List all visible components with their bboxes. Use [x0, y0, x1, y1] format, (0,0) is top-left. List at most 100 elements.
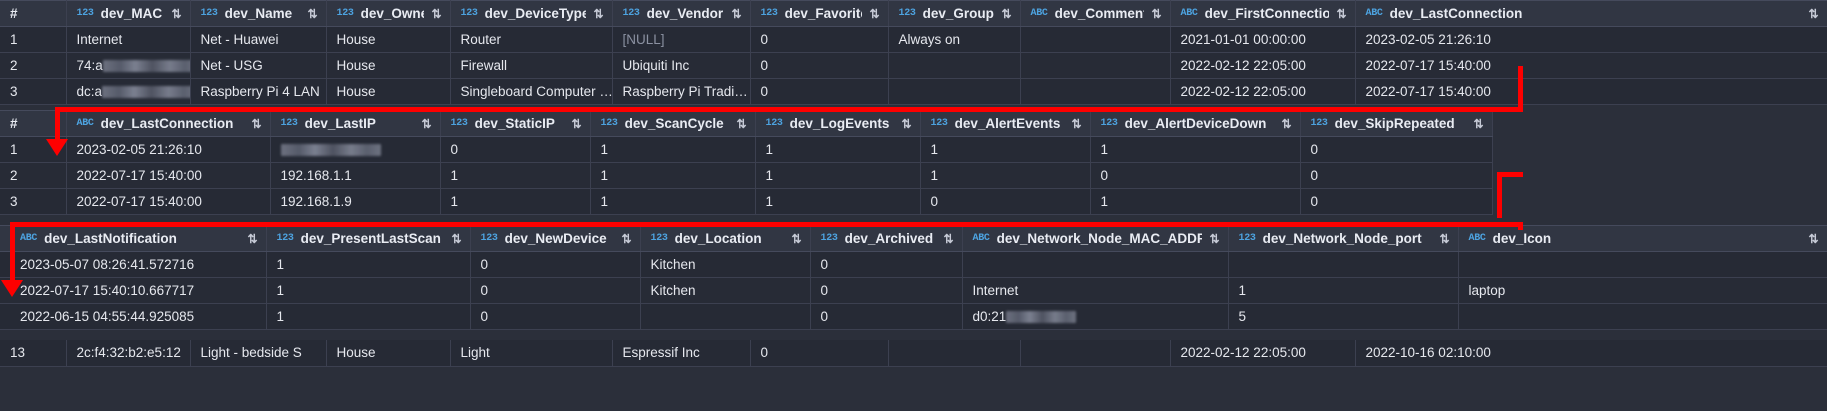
table-cell[interactable]: laptop	[1458, 277, 1827, 304]
table-cell[interactable]: 0	[470, 303, 641, 330]
table-cell[interactable]: 1	[440, 162, 591, 189]
column-header-dev_comments[interactable]: ABC dev_Comments ⇅	[1020, 0, 1171, 27]
column-header-dev_firstconnection[interactable]: ABC dev_FirstConnection ⇅	[1170, 0, 1356, 27]
table-cell[interactable]: Router	[450, 26, 613, 53]
column-header-dev_scancycle[interactable]: 123 dev_ScanCycle ⇅	[590, 110, 756, 137]
table-row[interactable]: 2 74:a Net - USG House Firewall Ubiquiti Inc 0…	[0, 52, 1827, 79]
table-cell[interactable]: dc:a	[66, 78, 191, 105]
table-cell[interactable]: 1	[266, 277, 471, 304]
column-header-dev_icon[interactable]: ABC dev_Icon ⇅	[1458, 225, 1827, 252]
table-cell[interactable]: 2023-02-05 21:26:10	[66, 136, 271, 163]
table-cell[interactable]: 1	[920, 136, 1091, 163]
sort-icon[interactable]: ⇅	[731, 6, 741, 21]
table-cell[interactable]	[640, 303, 811, 330]
table-cell[interactable]: Firewall	[450, 52, 613, 79]
sort-icon[interactable]: ⇅	[943, 231, 953, 246]
column-header-dev_newdevice[interactable]: 123 dev_NewDevice ⇅	[470, 225, 641, 252]
table-cell[interactable]: Raspberry Pi Tradi…	[612, 78, 751, 105]
sort-icon[interactable]: ⇅	[251, 116, 261, 131]
table-cell[interactable]: Kitchen	[640, 251, 811, 278]
table-cell[interactable]	[888, 52, 1021, 79]
table-cell[interactable]	[1228, 251, 1459, 278]
table-row[interactable]: 2022-06-15 04:55:44.925085 1 0 0 d0:21 5	[0, 303, 1827, 330]
table-cell[interactable]: 1	[755, 136, 921, 163]
table-cell[interactable]: 74:a	[66, 52, 191, 79]
table-cell[interactable]	[962, 251, 1229, 278]
table-cell[interactable]: Net - USG	[190, 52, 327, 79]
table-cell[interactable]: Internet	[66, 26, 191, 53]
table-row[interactable]: 2023-05-07 08:26:41.572716 1 0 Kitchen 0	[0, 251, 1827, 278]
table-cell[interactable]: 2022-02-12 22:05:00	[1170, 340, 1356, 367]
table-cell[interactable]: 1	[920, 162, 1091, 189]
sort-icon[interactable]: ⇅	[1151, 6, 1161, 21]
table-cell[interactable]: 2022-07-17 15:40:00	[1355, 52, 1827, 79]
table-cell[interactable]: 0	[1300, 162, 1493, 189]
column-header-dev_alertevents[interactable]: 123 dev_AlertEvents ⇅	[920, 110, 1091, 137]
table-cell[interactable]: 1	[590, 162, 756, 189]
sort-icon[interactable]: ⇅	[1808, 231, 1818, 246]
sort-icon[interactable]: ⇅	[1001, 6, 1011, 21]
table-cell[interactable]: 0	[470, 251, 641, 278]
sort-icon[interactable]: ⇅	[171, 6, 181, 21]
column-header-dev_name[interactable]: 123 dev_Name ⇅	[190, 0, 327, 27]
table-cell[interactable]	[1458, 251, 1827, 278]
table-cell[interactable]: Singleboard Computer …	[450, 78, 613, 105]
table-cell[interactable]: Ubiquiti Inc	[612, 52, 751, 79]
column-header-dev_alertdevicedown[interactable]: 123 dev_AlertDeviceDown ⇅	[1090, 110, 1301, 137]
table-row[interactable]: 1 2023-02-05 21:26:10 0 1 1 1 1 0	[0, 136, 1827, 163]
table-cell[interactable]: House	[326, 26, 451, 53]
table-cell[interactable]: 0	[750, 340, 889, 367]
table-cell[interactable]: 192.168.1.1	[270, 162, 441, 189]
table-cell[interactable]: 1	[266, 251, 471, 278]
column-header-dev_logevents[interactable]: 123 dev_LogEvents ⇅	[755, 110, 921, 137]
table-cell[interactable]: 5	[1228, 303, 1459, 330]
table-cell[interactable]: 2022-07-17 15:40:00	[1355, 78, 1827, 105]
table-cell[interactable]: 0	[1300, 188, 1493, 215]
column-header-dev_network_node_port[interactable]: 123 dev_Network_Node_port ⇅	[1228, 225, 1459, 252]
table-cell[interactable]	[888, 340, 1021, 367]
table-cell[interactable]: 1	[440, 188, 591, 215]
table-cell[interactable]: 1	[266, 303, 471, 330]
column-header-dev_presentlastscan[interactable]: 123 dev_PresentLastScan ⇅	[266, 225, 471, 252]
table-cell[interactable]: [NULL]	[612, 26, 751, 53]
table-cell[interactable]: 0	[1090, 162, 1301, 189]
sort-icon[interactable]: ⇅	[621, 231, 631, 246]
sort-icon[interactable]: ⇅	[1473, 116, 1483, 131]
sort-icon[interactable]: ⇅	[421, 116, 431, 131]
table-cell[interactable]: 2022-02-12 22:05:00	[1170, 78, 1356, 105]
table-cell[interactable]	[1020, 340, 1171, 367]
table-cell[interactable]: 2023-05-07 08:26:41.572716	[10, 251, 267, 278]
sort-icon[interactable]: ⇅	[247, 231, 257, 246]
table-cell[interactable]: Net - Huawei	[190, 26, 327, 53]
table-cell[interactable]: 1	[1090, 136, 1301, 163]
table-row[interactable]: 1 Internet Net - Huawei House Router [NULL] 0 A…	[0, 26, 1827, 53]
column-header-dev_archived[interactable]: 123 dev_Archived ⇅	[810, 225, 963, 252]
column-header-dev_lastnotification[interactable]: ABC dev_LastNotification ⇅	[10, 225, 267, 252]
table-cell[interactable]: 0	[440, 136, 591, 163]
table-row[interactable]: 3 dc:a Raspberry Pi 4 LAN House Singleboard …	[0, 78, 1827, 105]
table-cell[interactable]: 0	[810, 251, 963, 278]
table-cell[interactable]: 1	[590, 188, 756, 215]
table-cell[interactable]	[1020, 78, 1171, 105]
table-cell[interactable]: 0	[810, 303, 963, 330]
table-cell[interactable]: 1	[755, 162, 921, 189]
table-cell[interactable]	[1020, 52, 1171, 79]
column-header-dev_devicetype[interactable]: 123 dev_DeviceType ⇅	[450, 0, 613, 27]
table-cell[interactable]: Light	[450, 340, 613, 367]
sort-icon[interactable]: ⇅	[1808, 6, 1818, 21]
column-header-dev_lastconnection[interactable]: ABC dev_LastConnection ⇅	[66, 110, 271, 137]
sort-icon[interactable]: ⇅	[571, 116, 581, 131]
sort-icon[interactable]: ⇅	[1439, 231, 1449, 246]
table-cell[interactable]: House	[326, 52, 451, 79]
table-row[interactable]: 13 2c:f4:32:b2:e5:12 Light - bedside S Hous…	[0, 340, 1827, 367]
column-header-dev_lastip[interactable]: 123 dev_LastIP ⇅	[270, 110, 441, 137]
table-cell[interactable]: 2021-01-01 00:00:00	[1170, 26, 1356, 53]
column-header-dev_favorite[interactable]: 123 dev_Favorite ⇅	[750, 0, 889, 27]
table-cell[interactable]: 2022-07-17 15:40:10.667717	[10, 277, 267, 304]
table-cell[interactable]: 0	[750, 52, 889, 79]
table-row[interactable]: 2022-07-17 15:40:10.667717 1 0 Kitchen 0 Inte…	[0, 277, 1827, 304]
table-cell[interactable]: Light - bedside S	[190, 340, 327, 367]
table-cell[interactable]: Kitchen	[640, 277, 811, 304]
table-cell[interactable]	[1458, 303, 1827, 330]
sort-icon[interactable]: ⇅	[1281, 116, 1291, 131]
